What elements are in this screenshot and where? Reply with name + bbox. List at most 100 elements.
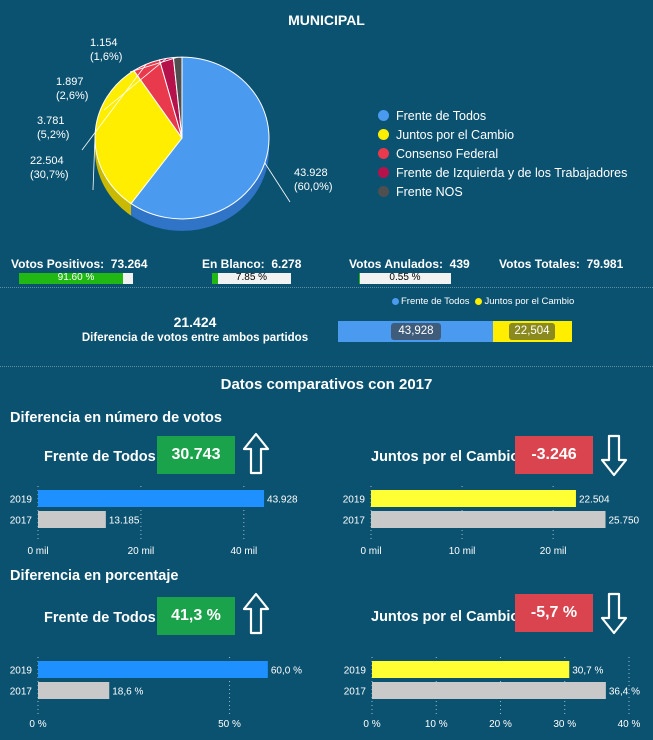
difference-chip-jxc: 22,504: [509, 323, 555, 340]
stat-anulados: Votos Anulados: 439: [349, 257, 470, 271]
tick-label: 10 %: [425, 719, 448, 730]
pie-legend: Frente de Todos Juntos por el Cambio Con…: [378, 106, 627, 201]
legend-dot-fdt: [378, 110, 389, 121]
tick-label: 0 %: [363, 719, 380, 730]
category-label: 2019: [10, 666, 33, 677]
tick-label: 0 %: [29, 719, 46, 730]
jxc-pct-party: Juntos por el Cambio: [371, 609, 520, 625]
category-label: 2019: [343, 495, 366, 506]
pie-label-jxc: 22.504 (30,7%): [30, 155, 69, 181]
tick-label: 40 %: [618, 719, 641, 730]
bar-2017: [372, 682, 606, 699]
arrow-down-icon: [600, 592, 628, 635]
stat-totales: Votos Totales: 79.981: [499, 257, 624, 271]
difference-legend: Frente de Todos Juntos por el Cambio: [392, 296, 574, 307]
jxc-pct-diff: -5,7 %: [515, 594, 593, 632]
bar-2019: [38, 661, 268, 678]
bar-2017: [38, 682, 110, 699]
category-label: 2017: [344, 687, 367, 698]
category-label: 2019: [344, 666, 367, 677]
bar-chart-fdt-votes: 0 mil 20 mil 40 mil 2019 43.928 2017 13.185: [10, 486, 298, 557]
comparison-title: Datos comparativos con 2017: [220, 376, 433, 393]
pie-slices: [94, 56, 270, 220]
difference-label: Diferencia de votos entre ambos partidos: [81, 332, 309, 344]
progress-anulados: 0.55 %: [359, 272, 451, 284]
pie-slice: [130, 56, 270, 220]
bar-chart-fdt-pct: 0 % 50 % 2019 60,0 % 2017 18,6 %: [10, 657, 302, 730]
pct-section-title: Diferencia en porcentaje: [10, 568, 179, 584]
legend-dot-nos: [378, 186, 389, 197]
bar-2019: [371, 490, 576, 507]
pie-label-fit: 1.897 (2,6%): [56, 76, 89, 102]
pie-leader-line: [92, 136, 96, 191]
jxc-votes-diff: -3.246: [515, 436, 593, 474]
pie-chart: [81, 56, 291, 231]
arrow-up-icon: [242, 432, 270, 475]
difference-chip-fdt: 43,928: [391, 323, 441, 340]
bar-2017: [371, 511, 606, 528]
page-title: MUNICIPAL: [288, 12, 365, 28]
stat-blanco: En Blanco: 6.278: [202, 257, 302, 271]
fdt-pct-party: Frente de Todos: [44, 610, 156, 626]
fdt-pct-diff: 41,3 %: [157, 597, 235, 635]
tick-label: 20 mil: [540, 546, 567, 557]
tick-label: 50 %: [218, 719, 241, 730]
data-label: 30,7 %: [572, 666, 603, 677]
data-label: 18,6 %: [112, 687, 143, 698]
legend-dot-jxc-small: [475, 298, 483, 305]
tick-label: 40 mil: [230, 546, 257, 557]
legend-dot-consenso: [378, 148, 389, 159]
tick-label: 0 mil: [27, 546, 48, 557]
tick-label: 0 mil: [360, 546, 381, 557]
category-label: 2017: [10, 516, 33, 527]
bar-chart-jxc-votes: 0 mil 10 mil 20 mil 2019 22.504 2017 25.750: [343, 486, 640, 557]
difference-value: 21.424: [173, 314, 217, 330]
data-label: 25.750: [609, 516, 640, 527]
pie-leader-line: [264, 162, 291, 203]
stat-positivos: Votos Positivos: 73.264: [11, 257, 148, 271]
data-label: 60,0 %: [271, 666, 302, 677]
tick-label: 30 %: [553, 719, 576, 730]
pie-label-consenso: 3.781 (5,2%): [37, 115, 70, 141]
arrow-up-icon: [242, 592, 270, 635]
pie-leader-lines: [81, 56, 291, 203]
data-label: 22.504: [579, 495, 610, 506]
data-label: 36,4 %: [609, 687, 640, 698]
jxc-votes-party: Juntos por el Cambio: [371, 449, 520, 465]
pie-label-nos: 1.154 (1,6%): [90, 37, 123, 63]
pie-leader-line: [103, 58, 167, 111]
data-label: 13.185: [109, 516, 140, 527]
fdt-votes-diff: 30.743: [157, 436, 235, 474]
legend-dot-jxc: [378, 129, 389, 140]
pie-leader-line: [129, 56, 178, 73]
category-label: 2017: [343, 516, 366, 527]
pie-depth: [95, 138, 270, 231]
bar-chart-jxc-pct: 0 % 10 % 20 % 30 % 40 % 2019 30,7 % 2017 36,4 %: [344, 657, 641, 730]
pie-slice-side: [95, 138, 132, 216]
legend-dot-fdt-small: [392, 298, 399, 305]
tick-label: 20 mil: [128, 546, 155, 557]
bar-2019: [38, 490, 265, 507]
tick-label: 10 mil: [449, 546, 476, 557]
difference-bar: 43,928 22,504: [338, 321, 572, 342]
category-label: 2017: [10, 687, 33, 698]
pie-slice: [172, 56, 183, 139]
bar-2017: [38, 511, 106, 528]
tick-label: 20 %: [489, 719, 512, 730]
legend-dot-fit: [378, 167, 389, 178]
category-label: 2019: [10, 495, 33, 506]
bar-2019: [372, 661, 570, 678]
legend-item[interactable]: Frente de Izquierda y de los Trabajadore…: [378, 163, 627, 182]
pie-leader-line: [81, 64, 147, 151]
data-label: 43.928: [267, 495, 298, 506]
legend-item[interactable]: Consenso Federal: [378, 144, 627, 163]
arrow-down-icon: [600, 434, 628, 477]
legend-item[interactable]: Juntos por el Cambio: [378, 125, 627, 144]
legend-item[interactable]: Frente de Todos: [378, 106, 627, 125]
progress-blanco: 7.85 %: [212, 272, 291, 284]
votes-section-title: Diferencia en número de votos: [10, 410, 222, 426]
pie-slice-side: [131, 138, 270, 231]
progress-positivos: 91.60 %: [19, 272, 133, 284]
fdt-votes-party: Frente de Todos: [44, 449, 156, 465]
legend-item[interactable]: Frente NOS: [378, 182, 627, 201]
